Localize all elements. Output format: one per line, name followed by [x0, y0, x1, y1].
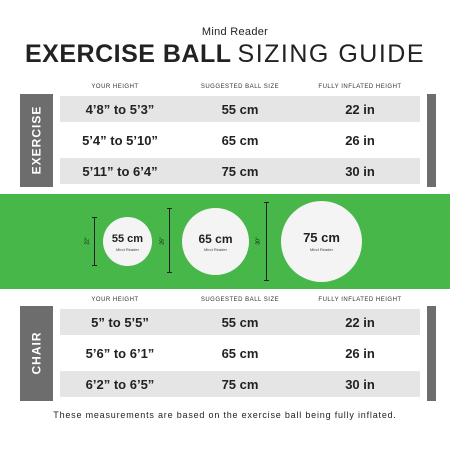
row-height: 5’4” to 5’10” [82, 133, 158, 148]
chair-label: CHAIR [29, 331, 44, 375]
row-inflated: 22 in [345, 102, 375, 117]
dimension-line [264, 202, 269, 281]
title-light: SIZING GUIDE [237, 40, 425, 68]
ball-75cm: 75 cm Mind Reader [281, 201, 362, 282]
exercise-label: EXERCISE [29, 105, 44, 175]
row-height: 5’6” to 6’1” [85, 346, 155, 361]
header-ball-size: SUGGESTED BALL SIZE [200, 297, 280, 303]
exercise-row: 5’11” to 6’4” 75 cm 30 in [60, 158, 420, 184]
dimension-line [167, 208, 172, 273]
footnote: These measurements are based on the exer… [53, 410, 397, 420]
ball-brand: Mind Reader [116, 247, 139, 252]
row-inflated: 30 in [345, 377, 375, 392]
chair-row: 6’2” to 6’5” 75 cm 30 in [60, 371, 420, 397]
exercise-row: 4’8” to 5’3” 55 cm 22 in [60, 96, 420, 122]
row-height: 5’11” to 6’4” [82, 164, 158, 179]
header-your-height: YOUR HEIGHT [91, 84, 139, 90]
row-ball-size: 75 cm [221, 377, 259, 392]
ball-brand: Mind Reader [204, 247, 227, 252]
ball-brand: Mind Reader [310, 247, 333, 252]
header-ball-size: SUGGESTED BALL SIZE [200, 84, 280, 90]
title-bold: EXERCISE BALL [25, 40, 232, 68]
chair-row: 5” to 5’5” 55 cm 22 in [60, 309, 420, 335]
row-inflated: 26 in [345, 346, 375, 361]
dimension-label: 26" [159, 237, 166, 245]
header-inflated-height: FULLY INFLATED HEIGHT [318, 84, 402, 90]
header-inflated-height: FULLY INFLATED HEIGHT [318, 297, 402, 303]
row-height: 4’8” to 5’3” [85, 102, 155, 117]
row-inflated: 26 in [345, 133, 375, 148]
row-inflated: 22 in [345, 315, 375, 330]
chair-sidebar: CHAIR [20, 306, 53, 401]
chair-row: 5’6” to 6’1” 65 cm 26 in [60, 340, 420, 366]
ball-size-label: 75 cm [303, 230, 340, 245]
exercise-end-bar [427, 94, 436, 187]
brand-name: Mind Reader [201, 26, 269, 38]
ball-size-band: 22" 55 cm Mind Reader 26" 65 cm Mind Rea… [0, 194, 450, 289]
dimension-label: 22" [84, 237, 91, 245]
exercise-row: 5’4” to 5’10” 65 cm 26 in [60, 127, 420, 153]
row-ball-size: 65 cm [221, 133, 259, 148]
row-ball-size: 75 cm [221, 164, 259, 179]
ball-65cm: 65 cm Mind Reader [182, 208, 249, 275]
row-height: 5” to 5’5” [91, 315, 149, 330]
page-title: EXERCISE BALL SIZING GUIDE [0, 40, 450, 68]
header-your-height: YOUR HEIGHT [91, 297, 139, 303]
row-ball-size: 55 cm [221, 315, 259, 330]
row-inflated: 30 in [345, 164, 375, 179]
row-ball-size: 55 cm [221, 102, 259, 117]
chair-end-bar [427, 306, 436, 401]
ball-size-label: 65 cm [198, 232, 233, 246]
row-height: 6’2” to 6’5” [85, 377, 155, 392]
dimension-label: 30" [255, 237, 262, 245]
ball-size-label: 55 cm [111, 233, 144, 245]
row-ball-size: 65 cm [221, 346, 259, 361]
ball-55cm: 55 cm Mind Reader [103, 217, 152, 266]
dimension-line [92, 217, 97, 266]
exercise-sidebar: EXERCISE [20, 94, 53, 187]
